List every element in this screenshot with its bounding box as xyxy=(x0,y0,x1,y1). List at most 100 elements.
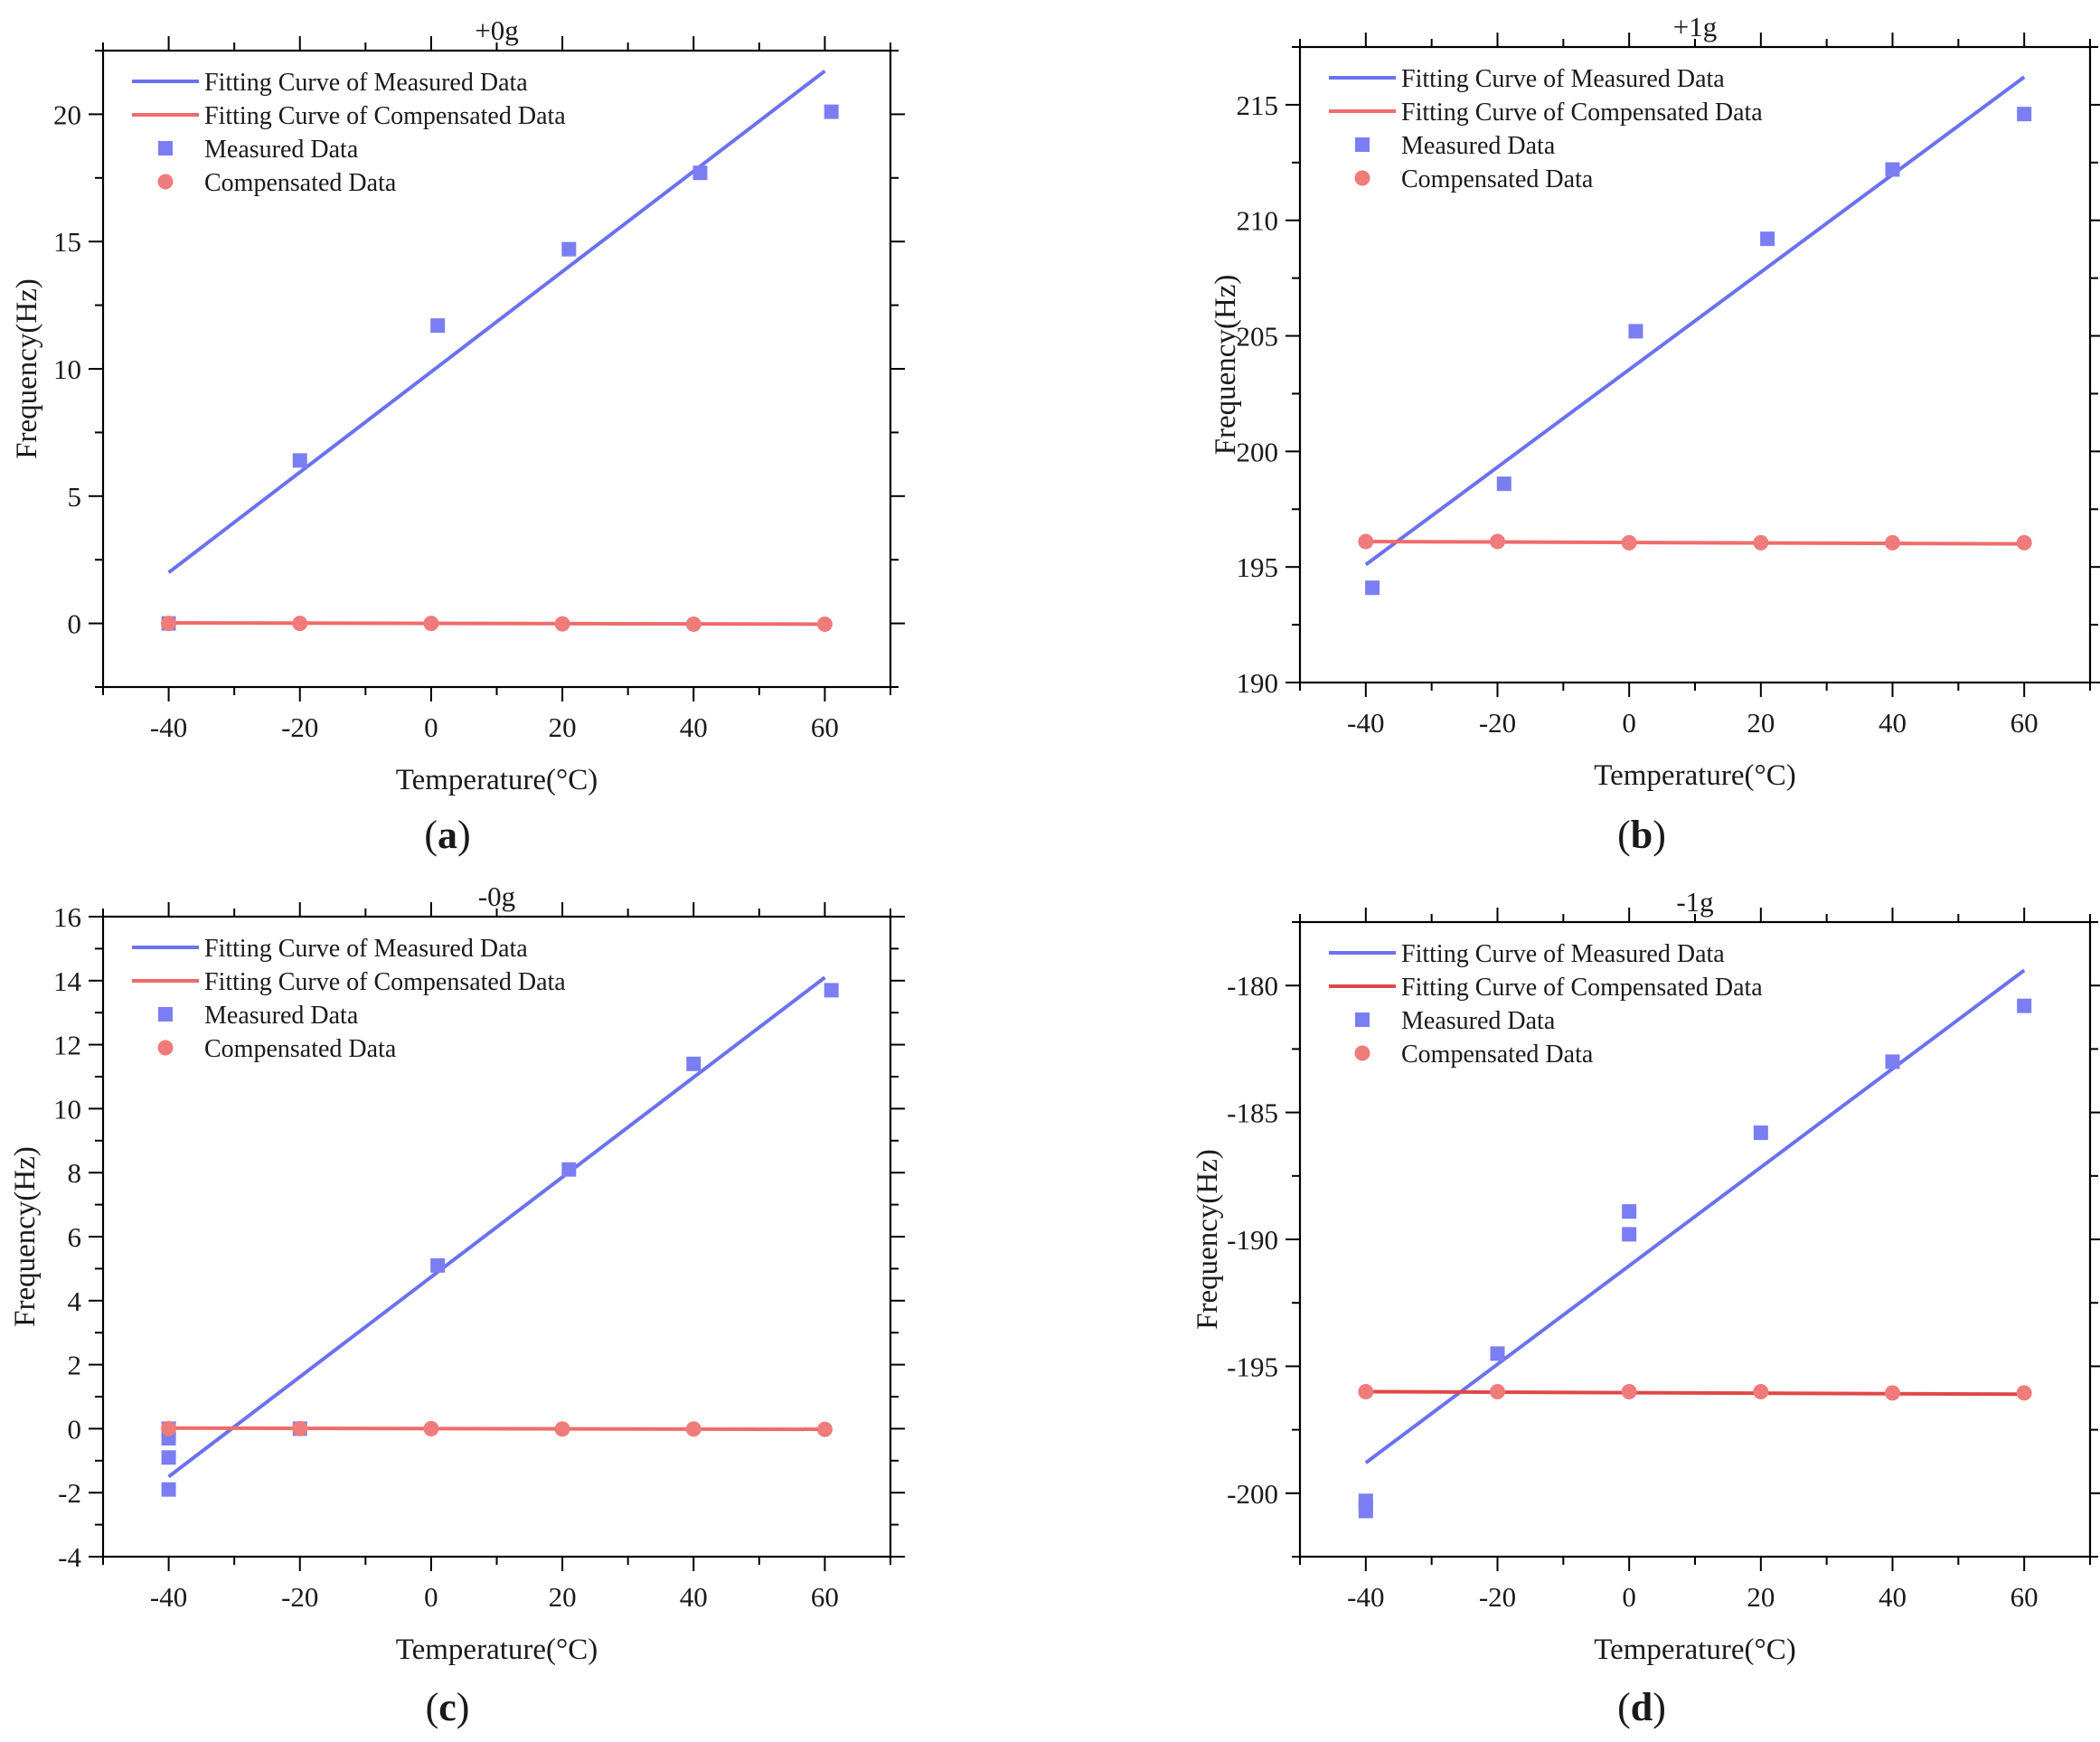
x-tick-label: -20 xyxy=(281,1581,318,1613)
legend-label: Fitting Curve of Compensated Data xyxy=(1401,974,1763,1002)
x-tick-label: 60 xyxy=(811,711,839,743)
compensated-data-point xyxy=(292,1420,308,1436)
x-tick-label: 20 xyxy=(1747,707,1775,739)
compensated-data-point xyxy=(1753,1383,1769,1399)
legend-circle-swatch xyxy=(1354,1045,1370,1061)
x-tick-label: 0 xyxy=(424,711,438,743)
legend-circle-swatch xyxy=(1354,170,1370,186)
legend-label: Fitting Curve of Measured Data xyxy=(1401,65,1725,93)
compensated-data-point xyxy=(1490,1383,1505,1399)
y-tick-label: 205 xyxy=(1237,321,1279,353)
measured-data-point xyxy=(686,1056,702,1071)
panel-label: (c) xyxy=(426,1685,470,1729)
y-tick-label: 4 xyxy=(68,1285,82,1317)
series-line xyxy=(168,1426,825,1432)
legend-circle-swatch xyxy=(157,1040,174,1056)
chart-panel-d: -40 -20 0 20 40 60-200-195-190-185-180-1gTemp… xyxy=(1191,886,2100,1729)
y-tick-label: -195 xyxy=(1227,1351,1278,1382)
y-tick-label: 195 xyxy=(1237,551,1279,583)
y-tick-label: 10 xyxy=(53,1093,81,1125)
measured-data-point xyxy=(1622,1227,1637,1242)
y-tick-label: 20 xyxy=(53,99,81,130)
panel-label: (b) xyxy=(1617,813,1666,857)
y-axis-title: Frequency(Hz) xyxy=(9,1146,42,1327)
x-tick-label: 0 xyxy=(424,1581,438,1613)
x-tick-label: 40 xyxy=(680,1581,708,1613)
y-tick-label: -2 xyxy=(58,1477,81,1509)
measured-data-point xyxy=(1490,1346,1505,1361)
legend-label: Measured Data xyxy=(1401,1007,1556,1035)
x-tick-label: 20 xyxy=(549,1581,577,1613)
y-tick-label: 215 xyxy=(1237,89,1279,121)
compensated-data-point xyxy=(1490,533,1505,550)
legend-label: Measured Data xyxy=(1401,132,1556,160)
compensated-data-point xyxy=(423,616,439,632)
compensated-data-point xyxy=(161,1420,177,1436)
x-axis-title: Temperature(°C) xyxy=(1594,759,1795,792)
y-tick-label: 0 xyxy=(68,1413,82,1445)
y-tick-label: -190 xyxy=(1227,1224,1278,1256)
legend-label: Fitting Curve of Measured Data xyxy=(204,935,528,963)
measured-data-point xyxy=(1628,324,1643,339)
compensated-data-point xyxy=(1358,1383,1374,1399)
x-tick-label: 60 xyxy=(2011,707,2039,739)
measured-data-point xyxy=(1358,1503,1373,1519)
y-tick-label: 210 xyxy=(1237,205,1279,237)
y-tick-label: 5 xyxy=(68,481,82,513)
y-tick-label: -200 xyxy=(1227,1478,1278,1510)
chart-panel-c: -40 -20 0 20 40 60-4-20246810121416-0gTempera… xyxy=(9,880,905,1729)
series-line xyxy=(167,69,826,574)
x-tick-label: 0 xyxy=(1622,707,1636,739)
x-tick-label: 60 xyxy=(2011,1581,2039,1613)
measured-data-point xyxy=(2017,107,2032,122)
measured-data-point xyxy=(1753,1125,1768,1141)
measured-data-point xyxy=(2017,998,2032,1013)
compensated-data-point xyxy=(161,616,177,632)
series-line xyxy=(1365,1389,2025,1397)
x-tick-label: 0 xyxy=(1622,1581,1636,1613)
y-tick-label: 0 xyxy=(68,608,82,640)
measured-data-point xyxy=(161,1482,176,1497)
measured-data-point xyxy=(1885,162,1900,177)
series-line xyxy=(167,975,826,1479)
legend-label: Fitting Curve of Compensated Data xyxy=(204,102,566,130)
measured-data-point xyxy=(1365,580,1380,596)
measured-data-point xyxy=(1760,231,1775,247)
legend-label: Measured Data xyxy=(204,1002,359,1030)
measured-data-point xyxy=(824,104,839,119)
legend-square-swatch xyxy=(158,141,173,155)
x-tick-label: -40 xyxy=(150,711,187,743)
x-tick-label: -20 xyxy=(1479,1581,1516,1613)
x-tick-label: 40 xyxy=(1879,1581,1907,1613)
panel-label: (d) xyxy=(1617,1685,1666,1729)
legend-label: Compensated Data xyxy=(1401,165,1594,193)
compensated-data-point xyxy=(292,616,308,632)
measured-data-point xyxy=(430,1257,446,1273)
series-line xyxy=(1365,540,2025,546)
y-tick-label: -185 xyxy=(1227,1097,1278,1129)
chart-title: +0g xyxy=(475,14,518,46)
x-tick-label: 20 xyxy=(1747,1581,1775,1613)
compensated-data-point xyxy=(816,616,833,632)
compensated-data-point xyxy=(1885,1385,1900,1401)
x-axis-title: Temperature(°C) xyxy=(396,764,598,796)
y-axis-title: Frequency(Hz) xyxy=(11,278,43,459)
measured-data-point xyxy=(692,165,708,181)
measured-data-point xyxy=(1622,1204,1637,1219)
x-tick-label: -20 xyxy=(281,711,318,743)
legend-label: Measured Data xyxy=(204,136,359,164)
y-axis-title: Frequency(Hz) xyxy=(1210,275,1242,456)
x-tick-label: -40 xyxy=(1347,1581,1384,1613)
compensated-data-point xyxy=(1621,534,1637,551)
x-axis-title: Temperature(°C) xyxy=(396,1634,598,1666)
y-tick-label: -180 xyxy=(1227,970,1278,1002)
y-tick-label: -4 xyxy=(58,1541,81,1573)
x-tick-label: -40 xyxy=(1347,707,1384,739)
compensated-data-point xyxy=(685,1421,702,1437)
x-tick-label: -40 xyxy=(150,1581,187,1613)
y-tick-label: 200 xyxy=(1237,436,1279,467)
y-tick-label: 8 xyxy=(68,1157,82,1189)
measured-data-point xyxy=(561,241,577,257)
chart-title: -0g xyxy=(478,880,515,912)
chart-title: -1g xyxy=(1676,886,1713,918)
